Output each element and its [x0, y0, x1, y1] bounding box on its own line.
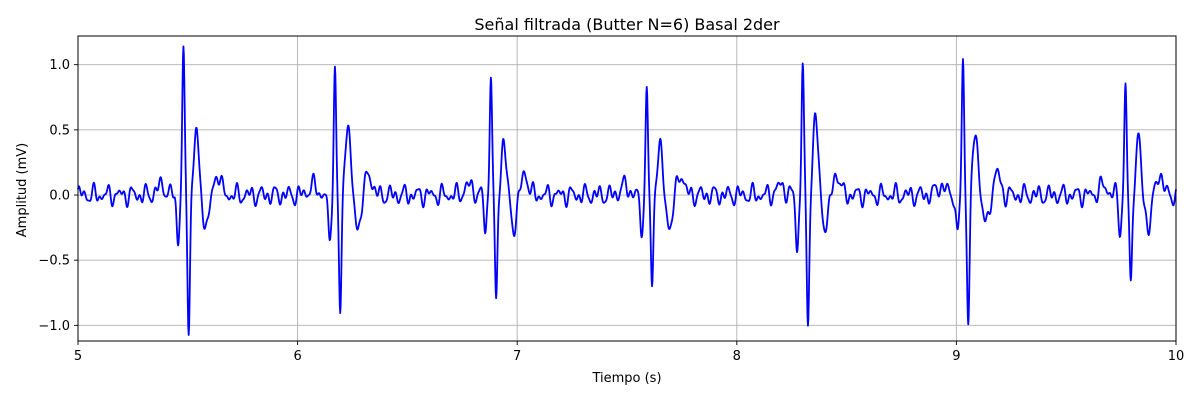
x-tick-label: 6	[293, 349, 301, 364]
y-tick-label: 0.0	[49, 189, 70, 204]
x-tick-label: 7	[513, 349, 521, 364]
plot-frame	[77, 35, 1177, 342]
chart-title: Señal filtrada (Butter N=6) Basal 2der	[474, 15, 780, 34]
y-tick-label: −1.0	[38, 319, 70, 334]
ecg-signal-line	[77, 45, 1177, 336]
x-tick-label: 8	[733, 349, 741, 364]
x-axis-label: Tiempo (s)	[591, 371, 661, 386]
x-tick-label: 9	[952, 349, 960, 364]
x-tick-label: 5	[74, 349, 82, 364]
y-tick-label: 0.5	[49, 123, 70, 138]
y-axis-label: Amplitud (mV)	[15, 143, 30, 237]
y-tick-label: −0.5	[38, 254, 70, 269]
y-axis: −1.0 −0.5 0.0 0.5 1.0	[38, 58, 78, 334]
y-tick-label: 1.0	[49, 58, 70, 73]
grid	[77, 36, 1177, 341]
x-tick-label: 10	[1168, 349, 1185, 364]
series-group	[77, 45, 1177, 336]
x-axis: 5 6 7 8 9 10	[74, 341, 1184, 364]
